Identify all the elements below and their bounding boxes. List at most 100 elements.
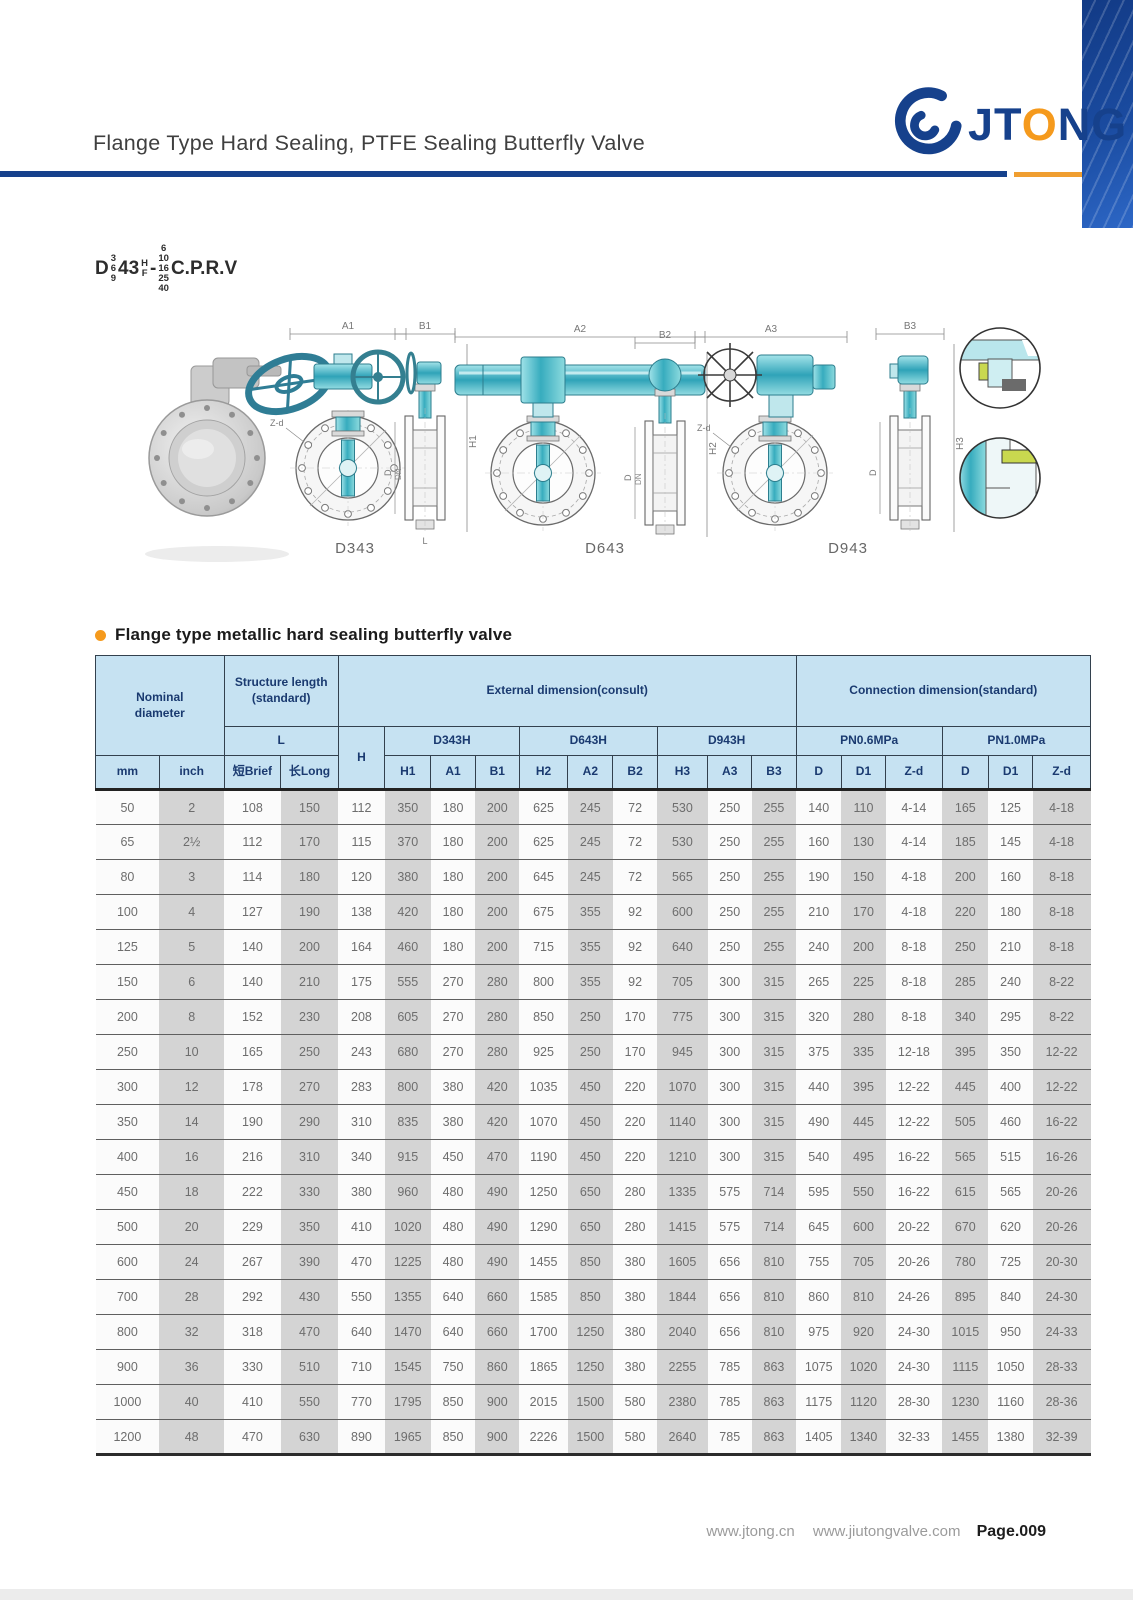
dim-label: H1 — [468, 435, 479, 448]
table-cell: 20-26 — [1032, 1174, 1091, 1210]
column-header: 长Long — [280, 755, 339, 790]
table-cell: 220 — [612, 1069, 658, 1105]
table-cell: 900 — [475, 1419, 520, 1455]
table-cell: 420 — [384, 894, 431, 930]
table-cell: 175 — [338, 964, 385, 1000]
table-cell: 450 — [567, 1069, 613, 1105]
column-header: B3 — [751, 755, 797, 790]
seal-detail-circle-2 — [959, 437, 1041, 519]
table-cell: 243 — [338, 1034, 385, 1070]
d943-side-view: B3 H3 D — [868, 321, 966, 533]
table-cell: 1075 — [796, 1349, 842, 1385]
table-cell: 460 — [384, 929, 431, 965]
table-cell: 335 — [841, 1034, 886, 1070]
table-cell: 225 — [841, 964, 886, 1000]
table-cell: 150 — [95, 964, 160, 1000]
table-cell: 4-14 — [885, 824, 943, 860]
section-heading: Flange type metallic hard sealing butter… — [95, 625, 512, 645]
table-cell: 72 — [612, 789, 658, 825]
table-cell: 36 — [159, 1349, 225, 1385]
table-cell: 8-18 — [1032, 894, 1091, 930]
table-cell: 445 — [942, 1069, 989, 1105]
table-cell: 645 — [519, 859, 568, 895]
table-cell: 1415 — [657, 1209, 708, 1245]
table-cell: 65 — [95, 824, 160, 860]
table-cell: 505 — [942, 1104, 989, 1140]
table-cell: 2040 — [657, 1314, 708, 1350]
table-cell: 20-26 — [885, 1244, 943, 1280]
table-cell: 72 — [612, 859, 658, 895]
table-cell: 755 — [796, 1244, 842, 1280]
table-cell: 1250 — [567, 1349, 613, 1385]
table-cell: 2 — [159, 789, 225, 825]
jtong-logo-swirl-icon — [894, 87, 962, 155]
table-cell: 1545 — [384, 1349, 431, 1385]
dim-label: D — [383, 469, 393, 476]
table-cell: 50 — [95, 789, 160, 825]
table-cell: 450 — [95, 1174, 160, 1210]
table-cell: 14 — [159, 1104, 225, 1140]
table-cell: 255 — [751, 859, 797, 895]
table-cell: 1700 — [519, 1314, 568, 1350]
dim-label: A1 — [342, 321, 355, 332]
table-cell: 4-18 — [1032, 789, 1091, 825]
table-cell: 863 — [751, 1349, 797, 1385]
table-cell: 108 — [224, 789, 281, 825]
column-header: A3 — [707, 755, 753, 790]
table-cell: 450 — [567, 1104, 613, 1140]
table-cell: 283 — [338, 1069, 385, 1105]
table-cell: 555 — [384, 964, 431, 1000]
table-cell: 975 — [796, 1314, 842, 1350]
table-cell: 380 — [338, 1174, 385, 1210]
table-cell: 670 — [942, 1209, 989, 1245]
table-cell: 550 — [280, 1384, 339, 1420]
table-cell: 1140 — [657, 1104, 708, 1140]
table-cell: 12-18 — [885, 1034, 943, 1070]
model-code-option: 9 — [110, 273, 117, 284]
table-cell: 780 — [942, 1244, 989, 1280]
table-cell: 355 — [567, 894, 613, 930]
table-cell: 675 — [519, 894, 568, 930]
table-cell: 32-39 — [1032, 1419, 1091, 1455]
table-cell: 725 — [988, 1244, 1033, 1280]
table-cell: 267 — [224, 1244, 281, 1280]
table-cell: 250 — [707, 789, 752, 825]
table-cell: 20 — [159, 1209, 225, 1245]
table-cell: 1795 — [384, 1384, 431, 1420]
table-cell: 315 — [751, 964, 797, 1000]
table-cell: 625 — [519, 789, 568, 825]
table-cell: 280 — [612, 1174, 658, 1210]
table-cell: 580 — [612, 1384, 658, 1420]
table-cell: 575 — [707, 1174, 752, 1210]
table-cell: 490 — [796, 1104, 842, 1140]
table-cell: 100 — [95, 894, 160, 930]
column-header: A2 — [567, 755, 614, 790]
table-cell: 550 — [338, 1279, 385, 1315]
table-cell: 785 — [707, 1384, 752, 1420]
table-cell: 48 — [159, 1419, 225, 1455]
table-cell: 380 — [612, 1279, 658, 1315]
table-cell: 164 — [338, 929, 385, 965]
table-cell: 1050 — [988, 1349, 1033, 1385]
dim-label: DN — [394, 468, 403, 480]
table-cell: 890 — [338, 1419, 385, 1455]
table-cell: 445 — [841, 1104, 886, 1140]
table-cell: 800 — [519, 964, 568, 1000]
table-cell: 1455 — [942, 1419, 989, 1455]
table-cell: 145 — [988, 824, 1033, 860]
bottom-edge-strip — [0, 1589, 1133, 1600]
table-cell: 380 — [612, 1314, 658, 1350]
table-cell: 565 — [657, 859, 708, 895]
table-cell: 200 — [475, 789, 520, 825]
table-cell: 785 — [707, 1349, 752, 1385]
logo-letters-jt: JT — [968, 98, 1022, 150]
dim-label: Z-d — [697, 423, 711, 433]
column-header: A1 — [430, 755, 476, 790]
table-cell: 775 — [657, 999, 708, 1035]
table-cell: 180 — [430, 824, 476, 860]
table-cell: 800 — [95, 1314, 160, 1350]
table-cell: 2015 — [519, 1384, 568, 1420]
table-cell: 112 — [224, 824, 281, 860]
dimension-table: Nominal diameter Structure length (standar… — [95, 655, 1092, 1456]
